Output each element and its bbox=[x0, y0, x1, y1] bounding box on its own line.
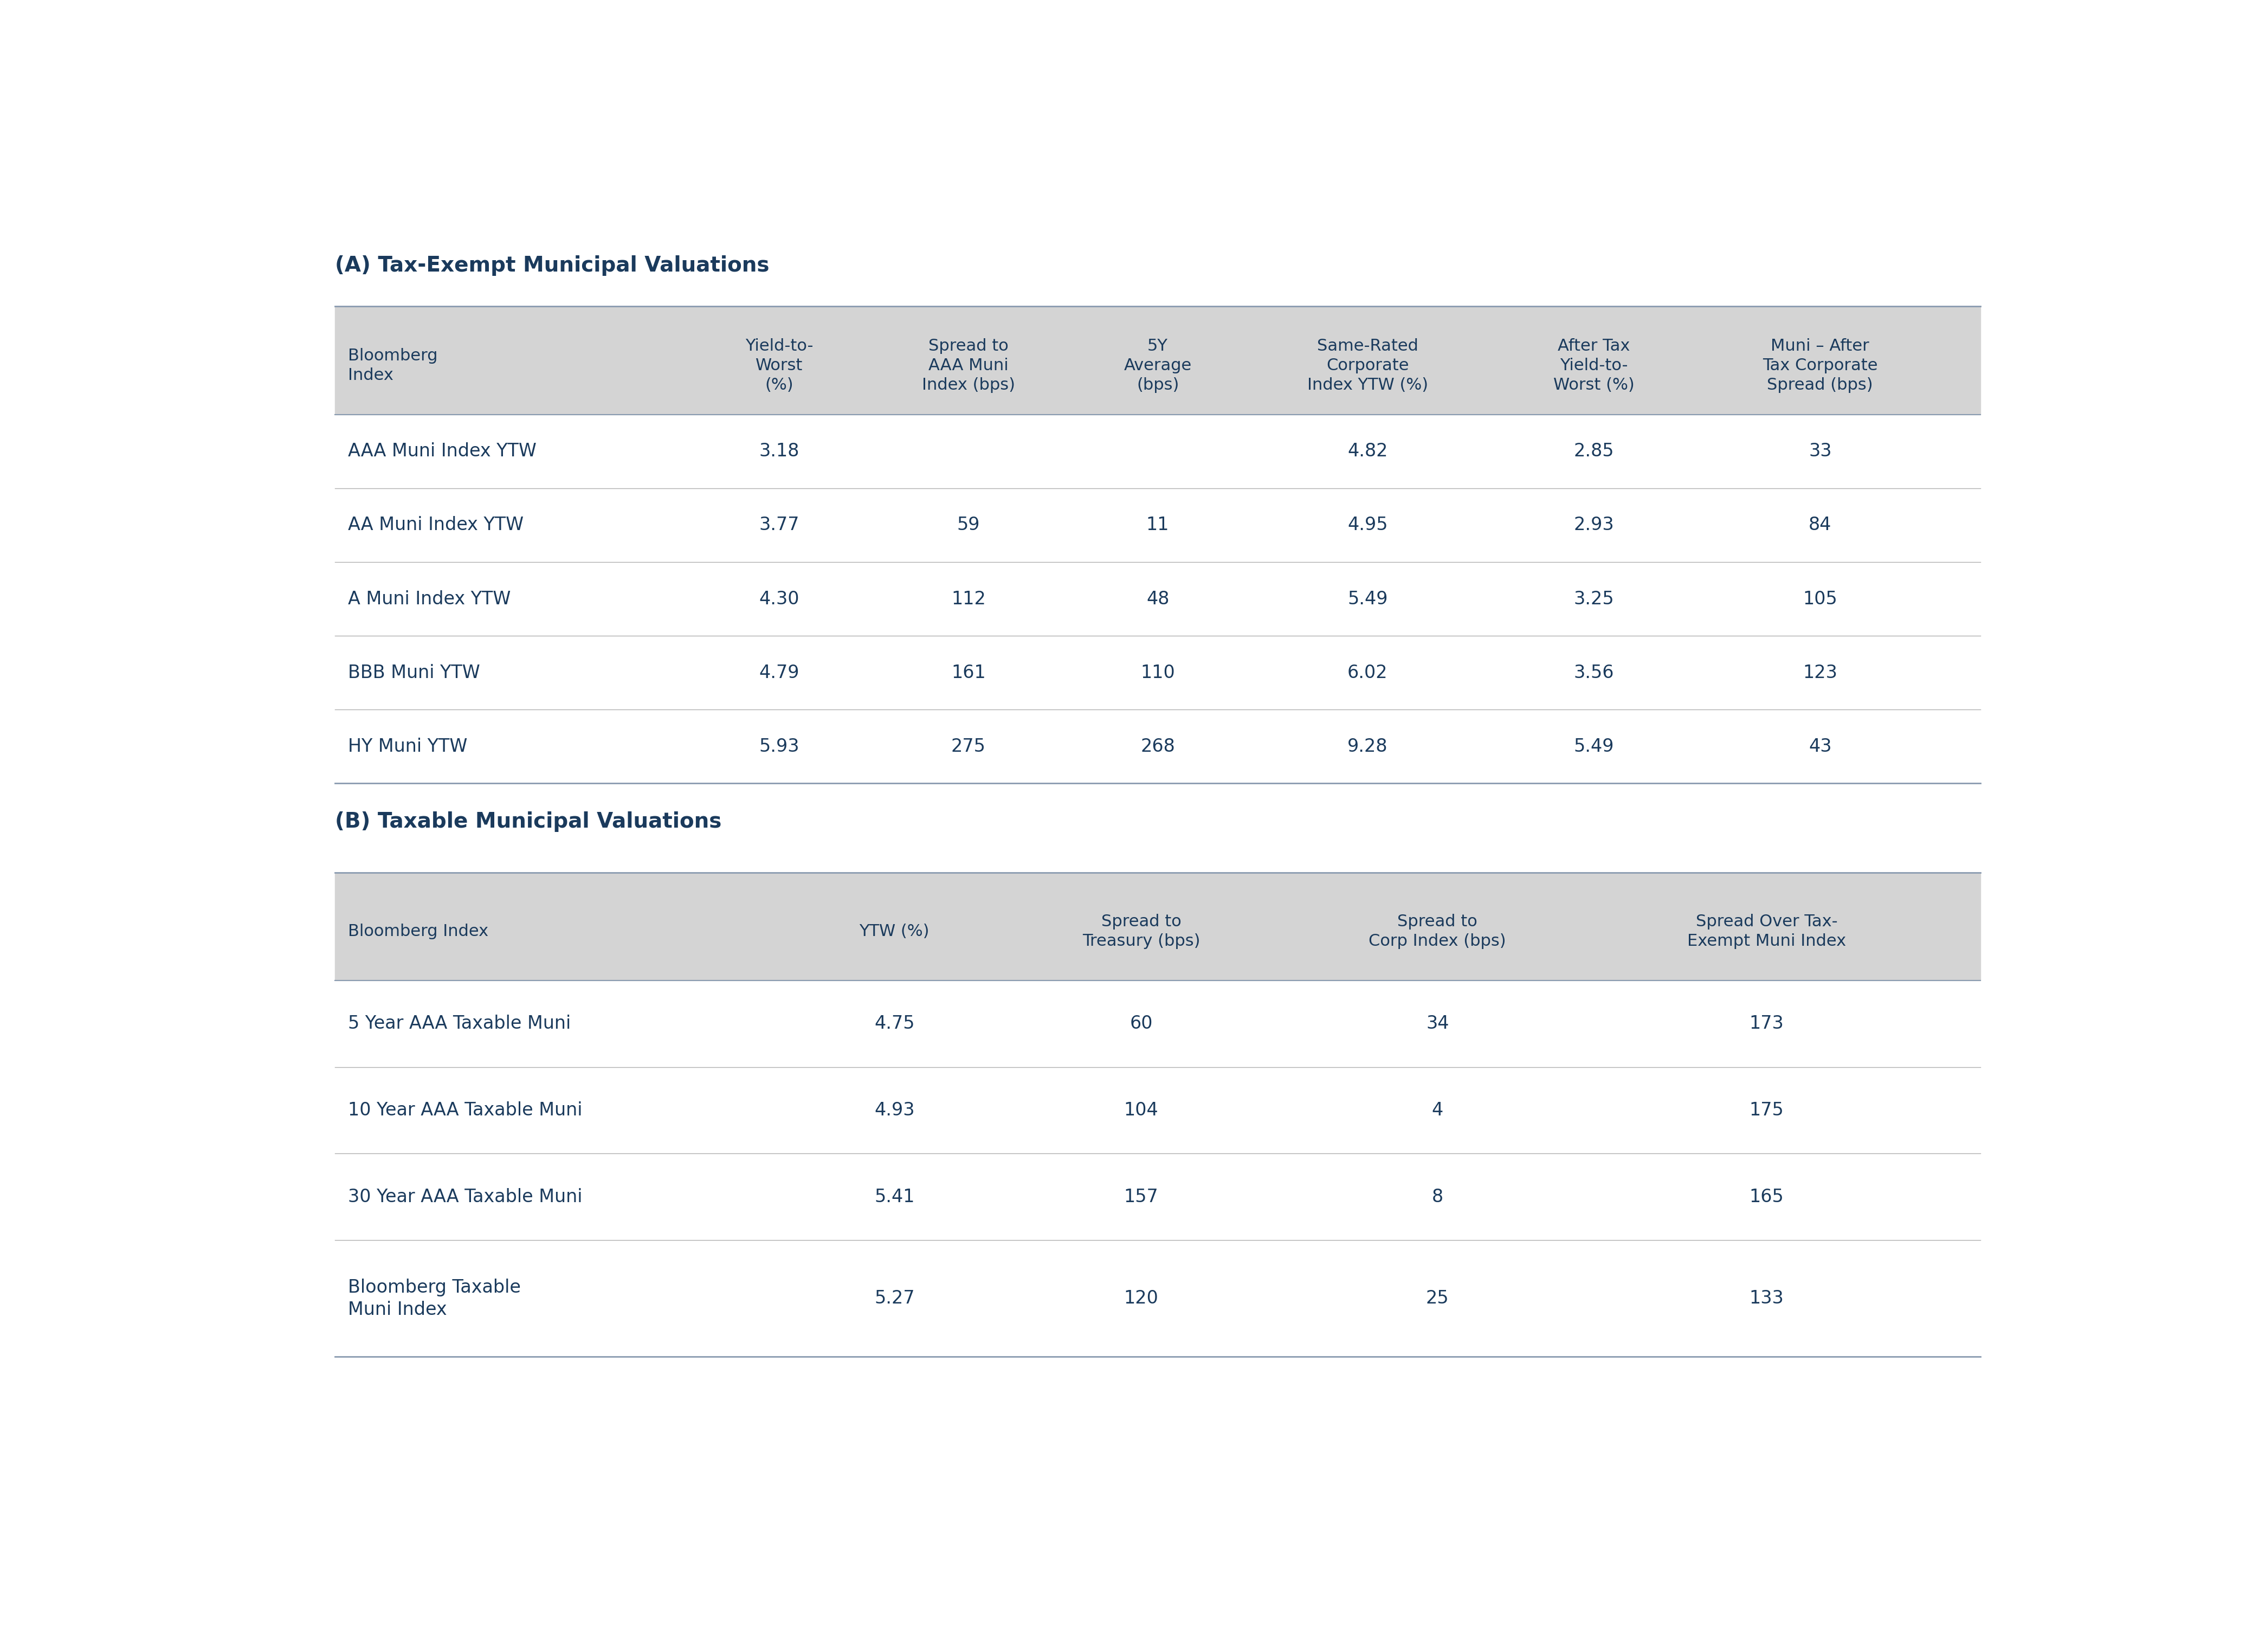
Text: BBB Muni YTW: BBB Muni YTW bbox=[348, 664, 481, 682]
Text: A Muni Index YTW: A Muni Index YTW bbox=[348, 590, 511, 608]
Text: AAA Muni Index YTW: AAA Muni Index YTW bbox=[348, 443, 538, 461]
Text: 5.49: 5.49 bbox=[1346, 590, 1387, 608]
Text: 43: 43 bbox=[1809, 737, 1832, 755]
Text: Yield-to-
Worst
(%): Yield-to- Worst (%) bbox=[745, 339, 813, 393]
Text: 104: 104 bbox=[1125, 1102, 1159, 1120]
Text: 4.95: 4.95 bbox=[1346, 515, 1387, 534]
Text: 2.93: 2.93 bbox=[1575, 515, 1615, 534]
Text: 3.18: 3.18 bbox=[759, 443, 800, 461]
Text: Spread Over Tax-
Exempt Muni Index: Spread Over Tax- Exempt Muni Index bbox=[1687, 914, 1846, 950]
Text: Bloomberg
Index: Bloomberg Index bbox=[348, 349, 438, 383]
Text: 59: 59 bbox=[958, 515, 980, 534]
Text: 6.02: 6.02 bbox=[1346, 664, 1387, 682]
Text: 5 Year AAA Taxable Muni: 5 Year AAA Taxable Muni bbox=[348, 1014, 572, 1032]
Text: 5.93: 5.93 bbox=[759, 737, 800, 755]
Text: 161: 161 bbox=[951, 664, 985, 682]
Text: 4.79: 4.79 bbox=[759, 664, 800, 682]
Text: 133: 133 bbox=[1748, 1290, 1785, 1307]
Text: 4.75: 4.75 bbox=[874, 1014, 915, 1032]
Text: 4: 4 bbox=[1432, 1102, 1444, 1120]
Text: 268: 268 bbox=[1141, 737, 1175, 755]
Text: Muni – After
Tax Corporate
Spread (bps): Muni – After Tax Corporate Spread (bps) bbox=[1762, 339, 1877, 393]
Text: Bloomberg Index: Bloomberg Index bbox=[348, 923, 488, 940]
Text: AA Muni Index YTW: AA Muni Index YTW bbox=[348, 515, 524, 534]
Bar bbox=[334, 306, 1981, 415]
Text: 112: 112 bbox=[951, 590, 985, 608]
Text: 4.30: 4.30 bbox=[759, 590, 800, 608]
Text: 123: 123 bbox=[1803, 664, 1837, 682]
Text: 9.28: 9.28 bbox=[1346, 737, 1387, 755]
Text: Spread to
Treasury (bps): Spread to Treasury (bps) bbox=[1082, 914, 1200, 950]
Text: After Tax
Yield-to-
Worst (%): After Tax Yield-to- Worst (%) bbox=[1554, 339, 1636, 393]
Text: 25: 25 bbox=[1425, 1290, 1448, 1307]
Text: HY Muni YTW: HY Muni YTW bbox=[348, 737, 468, 755]
Text: 3.56: 3.56 bbox=[1575, 664, 1613, 682]
Text: 173: 173 bbox=[1748, 1014, 1785, 1032]
Text: 30 Year AAA Taxable Muni: 30 Year AAA Taxable Muni bbox=[348, 1188, 583, 1206]
Text: 175: 175 bbox=[1748, 1102, 1785, 1120]
Text: 48: 48 bbox=[1145, 590, 1170, 608]
Text: 157: 157 bbox=[1125, 1188, 1159, 1206]
Text: 3.77: 3.77 bbox=[759, 515, 800, 534]
Text: 110: 110 bbox=[1141, 664, 1175, 682]
Text: Spread to
Corp Index (bps): Spread to Corp Index (bps) bbox=[1369, 914, 1507, 950]
Text: 5.41: 5.41 bbox=[874, 1188, 915, 1206]
Text: 165: 165 bbox=[1748, 1188, 1785, 1206]
Text: YTW (%): YTW (%) bbox=[858, 923, 928, 940]
Text: 33: 33 bbox=[1809, 443, 1832, 461]
Text: 84: 84 bbox=[1809, 515, 1832, 534]
Text: Spread to
AAA Muni
Index (bps): Spread to AAA Muni Index (bps) bbox=[922, 339, 1014, 393]
Text: 11: 11 bbox=[1145, 515, 1170, 534]
Text: 4.82: 4.82 bbox=[1346, 443, 1387, 461]
Text: 5Y
Average
(bps): 5Y Average (bps) bbox=[1123, 339, 1193, 393]
Text: 3.25: 3.25 bbox=[1575, 590, 1615, 608]
Text: 2.85: 2.85 bbox=[1575, 443, 1613, 461]
Text: 275: 275 bbox=[951, 737, 985, 755]
Text: 34: 34 bbox=[1425, 1014, 1448, 1032]
Text: Same-Rated
Corporate
Index YTW (%): Same-Rated Corporate Index YTW (%) bbox=[1308, 339, 1428, 393]
Text: 120: 120 bbox=[1125, 1290, 1159, 1307]
Text: 105: 105 bbox=[1803, 590, 1837, 608]
Text: 8: 8 bbox=[1432, 1188, 1444, 1206]
Text: (A) Tax-Exempt Municipal Valuations: (A) Tax-Exempt Municipal Valuations bbox=[334, 256, 770, 276]
Text: 5.27: 5.27 bbox=[874, 1290, 915, 1307]
Text: 60: 60 bbox=[1130, 1014, 1152, 1032]
Text: (B) Taxable Municipal Valuations: (B) Taxable Municipal Valuations bbox=[334, 811, 721, 833]
Bar bbox=[334, 872, 1981, 981]
Text: 10 Year AAA Taxable Muni: 10 Year AAA Taxable Muni bbox=[348, 1102, 583, 1120]
Text: 5.49: 5.49 bbox=[1575, 737, 1613, 755]
Text: 4.93: 4.93 bbox=[874, 1102, 915, 1120]
Text: Bloomberg Taxable
Muni Index: Bloomberg Taxable Muni Index bbox=[348, 1279, 522, 1318]
